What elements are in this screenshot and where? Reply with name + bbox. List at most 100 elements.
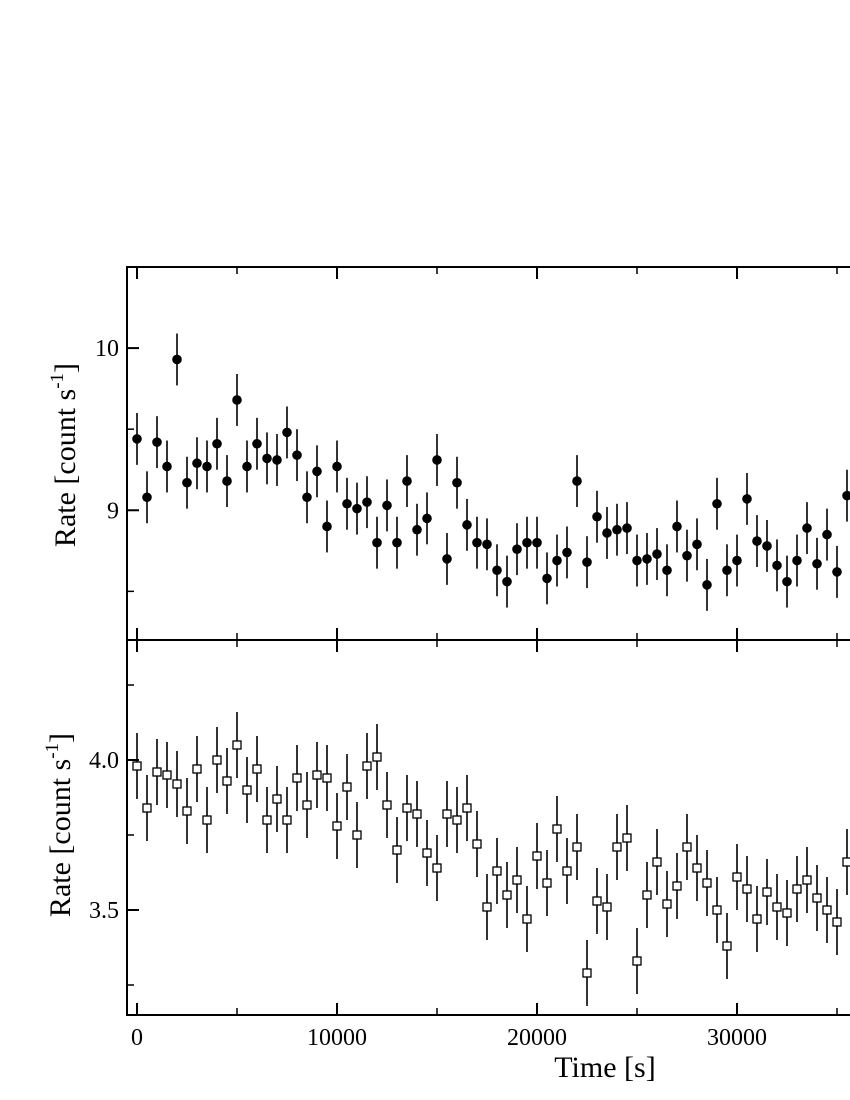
bottom-data-point	[492, 866, 502, 876]
bottom-data-point	[282, 815, 292, 825]
top-data-point	[822, 529, 832, 540]
top-data-point	[262, 453, 272, 464]
top-data-point	[592, 511, 602, 522]
top-data-point	[782, 576, 792, 587]
top-data-point	[402, 476, 412, 486]
top-data-point	[352, 503, 362, 514]
top-panel-points	[132, 333, 850, 611]
bottom-data-point	[272, 794, 282, 804]
top-panel-ticks: 9 10	[95, 266, 838, 640]
bottom-data-point	[592, 896, 602, 906]
bottom-data-point	[192, 764, 202, 774]
bottom-data-point	[572, 842, 582, 852]
bottom-data-point	[652, 857, 662, 867]
top-data-point	[162, 461, 172, 472]
bottom-data-point	[832, 917, 842, 927]
y-tick-label: 9	[107, 498, 119, 524]
top-data-point	[542, 573, 552, 584]
bottom-data-point	[312, 770, 322, 780]
x-axis-label: Time [s]	[554, 1051, 655, 1084]
bottom-data-point	[262, 815, 272, 825]
top-data-point	[662, 565, 672, 576]
top-data-point	[672, 521, 682, 532]
bottom-data-point	[402, 803, 412, 813]
top-data-point	[762, 541, 772, 551]
top-data-point	[462, 520, 472, 530]
bottom-data-point	[602, 902, 612, 912]
top-data-point	[142, 492, 152, 503]
bottom-data-point	[442, 809, 452, 819]
top-data-point	[512, 544, 522, 554]
bottom-data-point	[422, 848, 432, 858]
bottom-data-point	[352, 830, 362, 840]
bottom-data-point	[842, 857, 850, 867]
bottom-panel-ticks: 0 10000 20000 30000 3.5 4.0	[89, 640, 838, 1051]
bottom-data-point	[612, 842, 622, 852]
bottom-data-point	[182, 806, 192, 816]
bottom-data-point	[502, 890, 512, 900]
bottom-data-point	[432, 863, 442, 873]
bottom-data-point	[202, 815, 212, 825]
top-data-point	[282, 427, 292, 438]
top-data-point	[522, 537, 532, 548]
top-data-point	[602, 528, 612, 538]
bottom-data-point	[522, 914, 532, 924]
bottom-data-point	[332, 821, 342, 831]
bottom-panel-frame	[126, 639, 850, 1016]
top-data-point	[182, 477, 192, 488]
top-data-point	[802, 523, 812, 533]
top-y-axis-label-main: Rate [count s	[49, 389, 82, 547]
bottom-y-axis-label-sup: -1	[42, 743, 63, 759]
bottom-data-point	[562, 866, 572, 876]
top-data-point	[572, 476, 582, 486]
top-data-point	[292, 450, 302, 460]
y-tick-label: 3.5	[89, 898, 119, 924]
bottom-data-point	[582, 968, 592, 978]
bottom-data-point	[452, 815, 462, 825]
top-data-point	[312, 466, 322, 477]
bottom-data-point	[172, 779, 182, 789]
bottom-data-point	[692, 863, 702, 873]
top-data-point	[152, 437, 162, 447]
bottom-data-point	[772, 902, 782, 912]
top-data-point	[422, 513, 432, 524]
top-data-point	[372, 537, 382, 548]
top-data-point	[432, 455, 442, 465]
bottom-data-point	[392, 845, 402, 855]
top-data-point	[482, 539, 492, 550]
y-tick-label: 4.0	[89, 748, 119, 774]
bottom-data-point	[302, 800, 312, 810]
top-data-point	[472, 537, 482, 548]
top-data-point	[252, 438, 262, 449]
bottom-data-point	[212, 755, 222, 765]
bottom-data-point	[162, 770, 172, 780]
top-y-axis-label-close: ]	[49, 363, 82, 373]
bottom-data-point	[672, 881, 682, 891]
top-data-point	[452, 477, 462, 488]
bottom-data-point	[812, 893, 822, 903]
top-data-point	[272, 455, 282, 465]
top-data-point	[772, 560, 782, 571]
bottom-data-point	[382, 800, 392, 810]
top-data-point	[362, 497, 372, 507]
bottom-data-point	[152, 767, 162, 777]
bottom-data-point	[362, 761, 372, 771]
top-data-point	[442, 554, 452, 564]
top-data-point	[202, 461, 212, 472]
top-data-point	[222, 476, 232, 486]
bottom-data-point	[532, 851, 542, 861]
bottom-data-point	[552, 824, 562, 834]
top-data-point	[212, 438, 222, 449]
bottom-data-point	[132, 761, 142, 771]
bottom-panel-points	[132, 712, 850, 1006]
bottom-data-point	[252, 764, 262, 774]
top-data-point	[722, 565, 732, 576]
bottom-data-point	[292, 773, 302, 783]
top-panel-frame	[126, 266, 850, 641]
top-data-point	[382, 500, 392, 511]
top-data-point	[612, 524, 622, 535]
bottom-data-point	[322, 773, 332, 783]
top-data-point	[632, 555, 642, 566]
top-data-point	[712, 498, 722, 509]
